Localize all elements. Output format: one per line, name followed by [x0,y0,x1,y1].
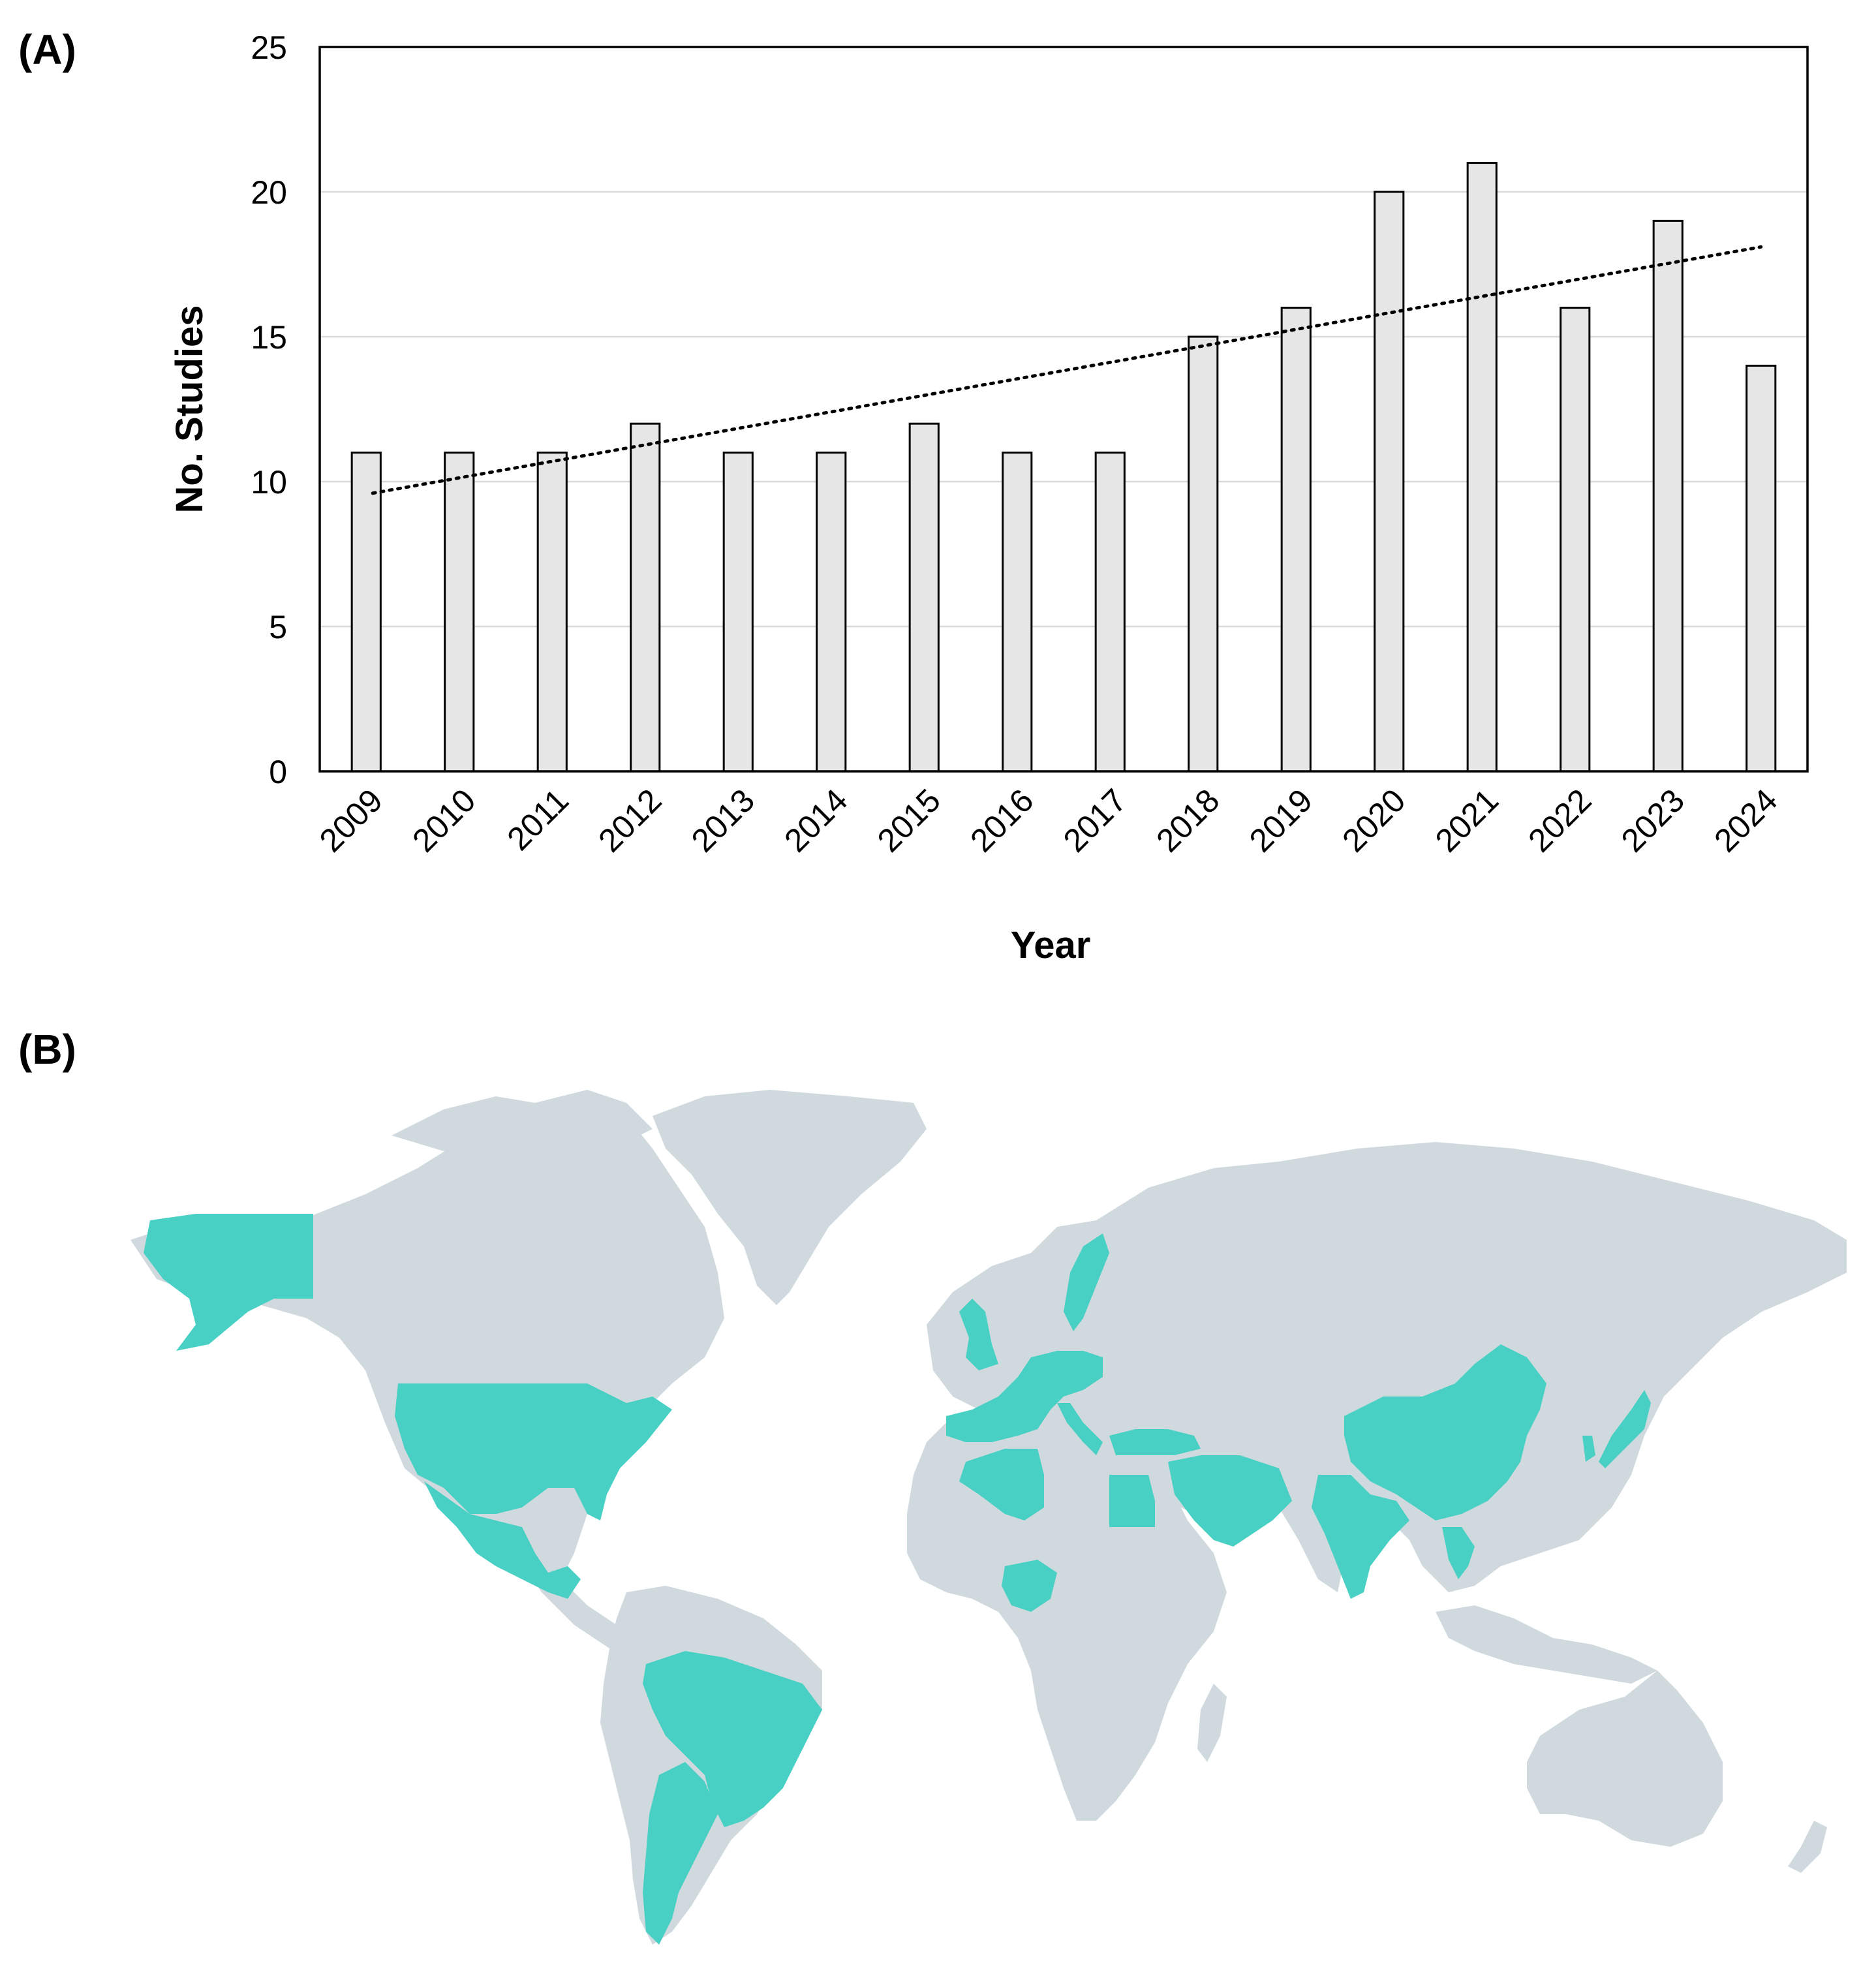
country-iran-saudi-arabia [1168,1455,1292,1547]
landmass-greenland [653,1090,927,1305]
panel-b-label: (B) [18,1026,76,1073]
bar-2020 [1374,191,1405,773]
country-japan [1599,1390,1651,1468]
x-tick-label: 2012 [591,782,668,859]
bar-2018 [1188,335,1219,773]
country-thailand [1442,1527,1475,1579]
country-china [1344,1344,1546,1521]
country-alaska-usa [144,1214,313,1351]
landmass-maritime-se-asia [1436,1605,1657,1684]
y-tick-label: 15 [251,319,287,356]
x-tick-label: 2014 [777,782,854,859]
bar-2021 [1466,162,1498,773]
landmass-new-zealand [1788,1821,1827,1873]
bar-2010 [444,452,475,773]
x-tick-label: 2011 [500,782,576,857]
country-algeria [959,1449,1044,1521]
x-tick-label: 2015 [870,782,947,859]
country-italy [1057,1403,1103,1455]
country-sweden [1064,1233,1109,1331]
y-tick-label: 20 [251,174,287,211]
landmass-madagascar [1197,1684,1227,1762]
bar-2023 [1652,219,1684,773]
x-tick-label: 2021 [1428,782,1505,859]
x-tick-label: 2023 [1614,782,1691,859]
bar-2017 [1094,452,1126,773]
x-tick-label: 2018 [1149,782,1226,859]
country-greece-turkey [1109,1429,1201,1455]
x-tick-label: 2009 [313,782,390,859]
gridlines [320,191,1807,628]
country-united-kingdom [959,1299,998,1370]
y-axis-title: No. Studies [168,305,211,513]
y-tick-label: 5 [269,609,287,645]
bar-2011 [536,452,568,773]
country-egypt [1109,1475,1155,1527]
y-tick-label: 0 [269,754,287,790]
bar-2014 [816,452,847,773]
landmass-eurasia [927,1142,1847,1592]
country-united-states [395,1383,672,1521]
country-south-korea [1582,1436,1595,1462]
bar-2022 [1560,307,1591,773]
bar-2016 [1002,452,1033,773]
bars [350,162,1777,773]
bar-2013 [722,452,754,773]
x-tick-label: 2024 [1707,782,1784,859]
country-mexico [424,1481,581,1599]
x-tick-label: 2016 [963,782,1040,859]
plot-frame [318,46,1809,773]
x-tick-label: 2020 [1335,782,1412,859]
x-tick-label: 2010 [405,782,482,859]
landmass-australia [1527,1671,1723,1847]
landmass-arctic-islands [392,1090,653,1155]
world-map [131,1090,1847,1945]
bar-2009 [350,452,382,773]
y-tick-label: 25 [251,29,287,66]
x-tick-label: 2017 [1056,782,1133,859]
country-argentina [643,1762,718,1945]
x-tick-labels: 2009 2010 2011 2012 2013 2014 2015 2016 2017 2018… [313,782,1785,859]
panel-a-label: (A) [18,26,76,73]
country-western-europe [946,1351,1103,1442]
x-axis-title: Year [1011,924,1091,966]
x-tick-label: 2019 [1242,782,1319,859]
y-tick-label: 10 [251,464,287,501]
bar-2012 [630,422,661,773]
country-brazil [643,1651,822,1827]
country-india [1312,1475,1409,1599]
y-tick-labels: 0 5 10 15 20 25 [251,29,287,790]
bar-2015 [908,422,940,773]
x-tick-label: 2013 [684,782,761,859]
trendline [371,245,1763,495]
bar-2024 [1745,364,1777,773]
x-tick-label: 2022 [1521,782,1598,859]
country-nigeria [1002,1560,1057,1612]
bar-2019 [1280,307,1312,773]
